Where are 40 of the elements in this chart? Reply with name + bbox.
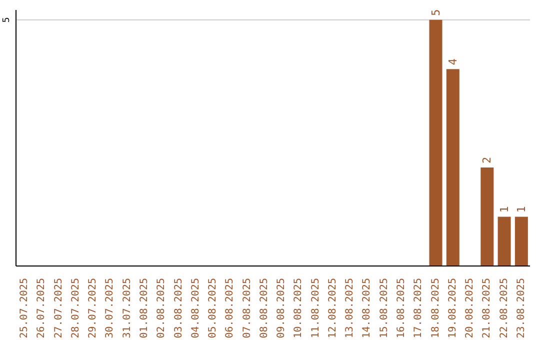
x-tick-label: 15.08.2025 [378, 278, 390, 338]
x-tick-label: 27.07.2025 [53, 278, 64, 338]
x-tick-label: 11.08.2025 [310, 278, 322, 338]
data-label: 2 [480, 156, 494, 164]
x-tick-label: 14.08.2025 [362, 278, 373, 338]
x-tick-label: 13.08.2025 [344, 278, 356, 338]
x-tick-label: 06.08.2025 [224, 278, 236, 338]
bar [480, 168, 494, 266]
x-tick-label: 07.08.2025 [242, 278, 253, 338]
x-tick-label: 09.08.2025 [276, 278, 288, 338]
x-tick-label: 17.08.2025 [413, 278, 424, 338]
x-tick-label: 29.07.2025 [88, 278, 99, 338]
x-tick-label: 05.08.2025 [208, 278, 219, 338]
x-tick-label: 02.08.2025 [156, 278, 168, 338]
x-tick-label: 16.08.2025 [396, 278, 407, 338]
x-tick-label: 20.08.2025 [464, 278, 476, 338]
x-tick-label: 30.07.2025 [104, 278, 116, 338]
x-tick-label: 28.07.2025 [70, 278, 82, 338]
x-tick-label: 10.08.2025 [293, 278, 304, 338]
x-tick-label: 31.07.2025 [122, 278, 133, 338]
x-tick-label: 26.07.2025 [36, 278, 48, 338]
data-label: 4 [446, 58, 460, 66]
x-tick-label: 19.08.2025 [447, 278, 458, 338]
x-tick-label: 18.08.2025 [430, 278, 442, 338]
data-label: 1 [498, 206, 511, 213]
data-label: 5 [429, 9, 442, 16]
x-tick-label: 08.08.2025 [258, 278, 270, 338]
x-tick-label: 22.08.2025 [498, 278, 510, 338]
x-tick-label: 21.08.2025 [482, 278, 493, 338]
bar [429, 20, 442, 266]
x-tick-label: 04.08.2025 [190, 278, 202, 338]
x-tick-label: 25.07.2025 [19, 278, 30, 338]
x-tick-label: 03.08.2025 [173, 278, 184, 338]
bar [498, 216, 511, 266]
bar [446, 69, 460, 266]
data-label: 1 [514, 206, 528, 213]
bar [514, 216, 528, 266]
x-tick-label: 12.08.2025 [327, 278, 338, 338]
x-tick-label: 23.08.2025 [516, 278, 527, 338]
x-tick-label: 01.08.2025 [139, 278, 150, 338]
